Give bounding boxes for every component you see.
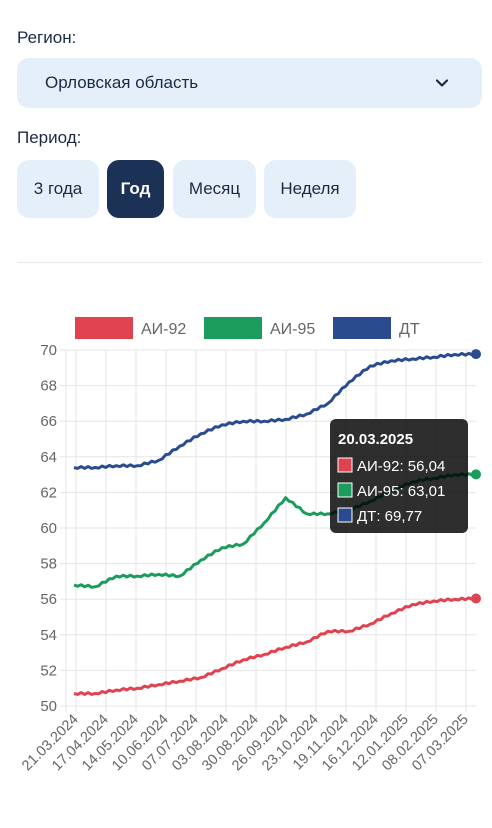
tooltip-swatch-ai95: [337, 482, 353, 498]
tooltip-swatch-ai92: [337, 457, 353, 473]
tooltip-line-ai95: АИ-95: 63,01: [357, 483, 445, 500]
y-tick-label: 56: [40, 591, 57, 608]
fuel-price-chart: 50 52 54 56 58 60 62 64 66 68 70 21.03.202417.04.2…: [19, 317, 481, 775]
series-line-ai92: [73, 596, 477, 696]
tab-3-years[interactable]: 3 года: [17, 160, 99, 218]
divider: [17, 262, 482, 263]
y-tick-label: 66: [40, 413, 57, 430]
y-tick-label: 54: [40, 627, 57, 644]
legend-swatch-dt[interactable]: [333, 317, 391, 339]
x-axis-ticks: 21.03.202417.04.202414.05.202410.06.2024…: [19, 712, 472, 775]
legend-label-dt[interactable]: ДТ: [399, 321, 420, 338]
region-select-value: Орловская область: [45, 73, 199, 92]
tab-year[interactable]: Год: [107, 160, 164, 218]
series-point-ai95[interactable]: [471, 469, 481, 480]
chart-tooltip: 20.03.2025 АИ-92: 56,04 АИ-95: 63,01 ДТ:…: [330, 419, 468, 533]
tooltip-title: 20.03.2025: [338, 431, 413, 448]
y-tick-label: 64: [40, 449, 57, 466]
region-select[interactable]: Орловская область: [17, 58, 482, 108]
series-line-dt: [73, 351, 477, 470]
y-tick-label: 50: [40, 698, 57, 715]
tooltip-line-dt: ДТ: 69,77: [357, 508, 422, 525]
series-point-dt[interactable]: [471, 349, 481, 360]
series-point-ai92[interactable]: [471, 593, 481, 604]
y-tick-label: 68: [40, 378, 57, 395]
y-axis-ticks: 50 52 54 56 58 60 62 64 66 68 70: [40, 342, 57, 715]
tooltip-swatch-dt: [337, 507, 353, 523]
tooltip-box: [330, 419, 468, 533]
legend-label-ai95[interactable]: АИ-95: [270, 321, 315, 338]
tab-month[interactable]: Месяц: [173, 160, 256, 218]
legend-label-ai92[interactable]: АИ-92: [141, 321, 186, 338]
y-tick-label: 52: [40, 662, 57, 679]
chart-legend[interactable]: АИ-92 АИ-95 ДТ: [75, 317, 420, 339]
y-tick-label: 58: [40, 556, 57, 573]
legend-swatch-ai92[interactable]: [75, 317, 133, 339]
period-label: Период:: [17, 128, 82, 147]
chevron-down-icon: [435, 79, 449, 87]
y-tick-label: 60: [40, 520, 57, 537]
region-label: Регион:: [17, 28, 77, 47]
y-tick-label: 62: [40, 484, 57, 501]
y-tick-label: 70: [40, 342, 57, 359]
tooltip-line-ai92: АИ-92: 56,04: [357, 458, 445, 475]
tab-week[interactable]: Неделя: [264, 160, 356, 218]
legend-swatch-ai95[interactable]: [204, 317, 262, 339]
